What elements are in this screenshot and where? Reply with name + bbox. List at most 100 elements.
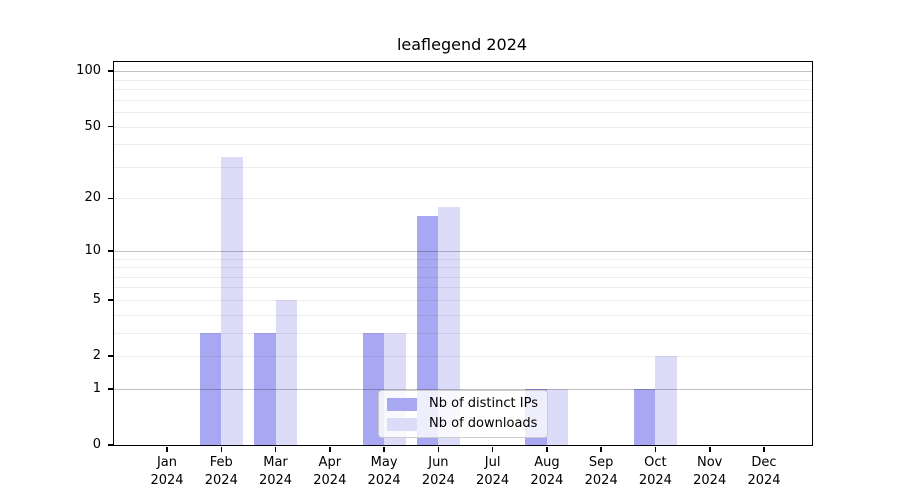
gridline-major [114,388,812,390]
y-tick-mark [107,250,113,252]
gridline-minor [114,258,812,260]
bar-distinct-ips-oct [633,388,656,445]
plot-area: 0 1 2 5 10 20 50 100 Jan 2024 Feb 2024 Mar 2024 Apr 202… [76,61,813,488]
x-tick-label: Oct 2024 [623,454,687,489]
x-tick-label: Feb 2024 [189,454,253,489]
x-tick-year: 2024 [693,472,727,488]
x-tick-month: Mar [263,455,288,470]
x-tick-year: 2024 [313,472,347,488]
gridline-minor [114,276,812,278]
x-tick-year: 2024 [476,472,510,488]
gridline-minor [114,126,812,128]
x-tick-label: Apr 2024 [298,454,362,489]
gridline-minor [114,166,812,168]
bar-downloads-feb [221,157,243,445]
gridline-minor [114,89,812,90]
x-tick-mark [491,446,494,452]
y-tick-label: 0 [92,437,101,452]
y-tick-label: 5 [92,291,101,307]
x-tick-label: Nov 2024 [678,454,742,489]
bar-downloads-jun [438,206,460,445]
y-tick-mark [107,197,113,200]
y-tick-mark [107,388,113,390]
x-tick-year: 2024 [204,472,238,488]
gridline-major [114,71,812,73]
x-tick-mark [763,446,765,452]
x-tick-mark [166,446,168,452]
y-tick-label: 20 [84,190,101,206]
y-tick-mark [107,444,113,446]
bar-downloads-oct [655,356,677,445]
x-tick-mark [600,446,602,452]
gridline-minor [114,267,812,268]
x-tick-mark [437,446,440,452]
bar-distinct-ips-feb [199,332,222,445]
x-tick-year: 2024 [150,472,184,488]
legend-item: Nb of downloads [387,416,538,432]
legend-swatch [387,417,418,431]
x-tick-mark [220,446,222,452]
x-tick-month: May [370,455,398,470]
y-tick-label: 10 [84,242,101,258]
gridline-minor [114,332,812,334]
x-tick-mark [654,446,657,452]
gridline-minor [114,356,812,357]
legend-label: Nb of distinct IPs [429,396,538,411]
x-tick-month: Feb [209,455,233,470]
x-tick-label: Jul 2024 [461,454,525,489]
x-tick-month: Dec [751,455,777,470]
x-tick-month: Aug [534,455,560,470]
x-tick-month: Apr [318,455,342,470]
legend-swatch [387,397,418,411]
gridline-minor [114,79,812,81]
gridline-minor [114,314,812,316]
y-tick-mark [107,125,113,128]
y-tick-label: 2 [92,348,101,363]
gridline-minor [114,144,812,146]
y-tick-mark [107,355,113,357]
y-tick-label: 1 [92,380,101,396]
bar-downloads-aug [546,388,569,445]
legend: Nb of distinct IPs Nb of downloads [378,390,548,438]
gridline-major [114,250,812,252]
x-tick-label: Jun 2024 [406,454,470,489]
x-tick-label: Mar 2024 [244,454,308,489]
bar-downloads-mar [275,299,298,445]
x-tick-mark [546,446,548,452]
y-tick-label: 50 [84,118,101,134]
chart-title: leaflegend 2024 [396,35,528,54]
gridline-minor [114,112,812,113]
gridline-minor [114,99,812,101]
x-tick-month: Sep [588,455,614,470]
x-tick-year: 2024 [584,472,618,488]
x-tick-mark [383,446,385,452]
x-tick-year: 2024 [258,472,293,488]
bar-distinct-ips-mar [254,332,276,445]
x-tick-year: 2024 [747,472,781,488]
x-tick-year: 2024 [367,472,401,488]
gridline-minor [114,287,812,289]
x-tick-year: 2024 [638,472,672,488]
y-tick-mark [107,70,113,72]
y-tick-mark [107,299,113,301]
x-tick-month: Jul [484,455,501,470]
x-tick-mark [709,446,711,452]
x-tick-label: Jan 2024 [135,454,199,489]
gridline-minor [114,198,812,200]
legend-item: Nb of distinct IPs [387,396,538,412]
x-tick-month: Jun [428,455,449,470]
x-tick-label: Dec 2024 [732,454,796,489]
x-tick-label: Sep 2024 [569,454,633,489]
gridline-minor [114,299,812,301]
x-tick-year: 2024 [421,472,455,488]
x-tick-mark [329,446,331,452]
x-tick-month: Nov [697,455,723,470]
x-tick-year: 2024 [530,472,564,488]
x-tick-label: May 2024 [352,454,416,489]
legend-label: Nb of downloads [429,416,538,431]
bar-distinct-ips-jun [416,215,439,445]
x-tick-label: Aug 2024 [515,454,579,489]
x-tick-month: Jan [156,455,178,470]
x-tick-month: Oct [644,455,667,470]
